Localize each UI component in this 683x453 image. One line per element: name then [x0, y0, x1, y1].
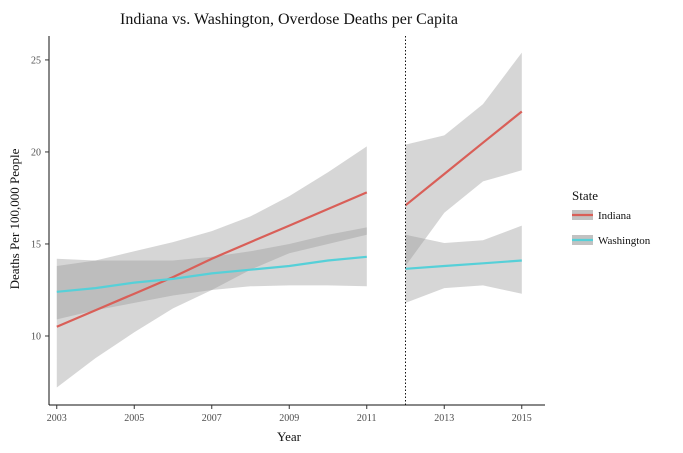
washington-fit-line-2: [405, 259, 522, 270]
indiana-fit-line-1: [56, 191, 368, 328]
y-axis-ticks: 10 15 20 25: [31, 55, 49, 342]
chart-title: Indiana vs. Washington, Overdose Deaths …: [120, 11, 458, 28]
x-tick-label: 2007: [202, 413, 222, 424]
legend: State Indiana Washington: [572, 188, 651, 247]
x-tick-label: 2013: [434, 413, 454, 424]
confidence-bands: [56, 52, 522, 388]
legend-title: State: [572, 188, 598, 203]
washington-legend-label: Washington: [598, 235, 651, 247]
indiana-confidence-band-1: [56, 146, 367, 388]
x-tick-label: 2005: [124, 413, 144, 424]
indiana-fit-line-2: [404, 110, 523, 207]
x-tick-label: 2009: [279, 413, 299, 424]
washington-fit-line-1: [56, 255, 367, 293]
y-tick-label: 10: [31, 331, 41, 342]
x-tick-label: 2003: [47, 413, 67, 424]
fit-lines: [56, 110, 523, 328]
y-tick-label: 20: [31, 147, 41, 158]
y-axis-title: Deaths Per 100,000 People: [7, 148, 22, 289]
indiana-legend-label: Indiana: [598, 210, 631, 222]
x-tick-label: 2015: [512, 413, 532, 424]
x-tick-label: 2011: [357, 413, 377, 424]
x-axis-title: Year: [277, 429, 302, 444]
y-tick-label: 25: [31, 55, 41, 66]
y-tick-label: 15: [31, 239, 41, 250]
x-axis-ticks: 2003 2005 2007 2009 2011 2013 2015: [47, 405, 532, 424]
